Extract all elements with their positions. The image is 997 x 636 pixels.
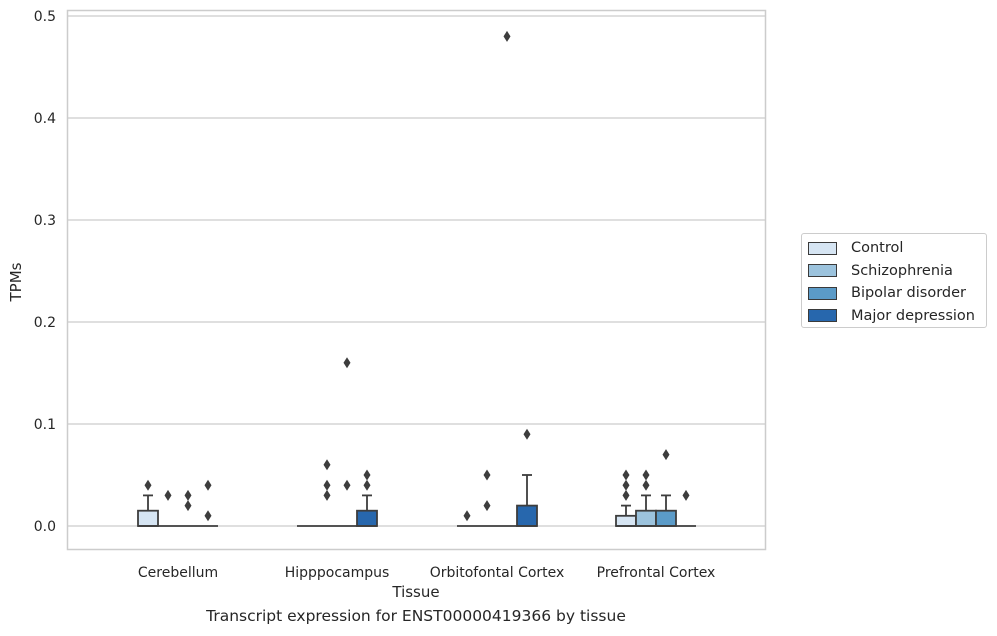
legend-label: Schizophrenia	[851, 262, 953, 279]
box-group	[158, 489, 178, 527]
legend-swatch	[808, 264, 837, 278]
outlier-point	[323, 489, 331, 501]
y-tick-label: 0.5	[34, 9, 56, 25]
outlier-point	[204, 510, 212, 522]
outlier-point	[622, 469, 630, 481]
box-group	[337, 357, 357, 527]
box	[356, 509, 378, 527]
legend-item: Bipolar disorder	[808, 282, 986, 305]
box	[635, 509, 657, 527]
outlier-point	[363, 479, 371, 491]
legend-label: Bipolar disorder	[851, 285, 966, 302]
y-tick-label: 0.4	[34, 111, 56, 127]
outlier-point	[483, 500, 491, 512]
y-tick-label: 0.3	[34, 213, 56, 229]
x-axis-label: Tissue	[391, 583, 439, 601]
box-group	[477, 469, 497, 527]
legend: Control Schizophrenia Bipolar disorder Majo…	[801, 233, 987, 328]
box-group	[615, 469, 637, 527]
outlier-point	[463, 510, 471, 522]
box	[516, 504, 538, 527]
plot-frame	[66, 9, 767, 551]
legend-label: Control	[851, 240, 904, 257]
outlier-point	[204, 479, 212, 491]
box-group	[317, 459, 337, 527]
outlier-point	[363, 469, 371, 481]
box-group	[676, 489, 696, 527]
legend-item: Major depression	[808, 305, 986, 328]
x-tick-label: Prefrontal Cortex	[597, 565, 716, 581]
box-group	[178, 489, 198, 527]
box-group	[137, 479, 159, 527]
x-tick-label: Hipppocampus	[285, 565, 390, 581]
y-axis-label: TPMs	[7, 262, 25, 302]
boxes	[137, 30, 696, 527]
outlier-point	[503, 30, 511, 42]
outlier-point	[523, 428, 531, 440]
outlier-point	[323, 479, 331, 491]
y-tick-label: 0.1	[34, 417, 56, 433]
outlier-point	[184, 500, 192, 512]
legend-item: Schizophrenia	[808, 260, 986, 283]
y-tick-label: 0.0	[34, 519, 56, 535]
chart-caption: Transcript expression for ENST0000041936…	[206, 607, 626, 625]
outlier-point	[184, 489, 192, 501]
box-group	[457, 510, 477, 527]
outlier-point	[343, 357, 351, 369]
legend-item: Control	[808, 237, 986, 260]
box-group	[635, 469, 657, 527]
outlier-point	[323, 459, 331, 471]
box-group	[655, 449, 677, 527]
box-group	[497, 30, 517, 527]
y-tick-label: 0.2	[34, 315, 56, 331]
outlier-point	[642, 479, 650, 491]
box-group	[198, 479, 218, 527]
x-tick-labels: Cerebellum Hipppocampus Orbitofontal Corte…	[138, 565, 715, 581]
outlier-point	[144, 479, 152, 491]
x-tick-label: Orbitofontal Cortex	[430, 565, 565, 581]
outlier-point	[622, 489, 630, 501]
y-tick-labels: 0.0 0.1 0.2 0.3 0.4 0.5	[34, 9, 56, 535]
legend-swatch	[808, 286, 837, 300]
box-group	[356, 469, 378, 527]
x-tick-label: Cerebellum	[138, 565, 218, 581]
box	[137, 509, 159, 527]
grid-lines	[67, 15, 766, 527]
outlier-point	[164, 489, 172, 501]
outlier-point	[622, 479, 630, 491]
outlier-point	[483, 469, 491, 481]
box-group	[516, 428, 538, 527]
outlier-point	[662, 449, 670, 461]
legend-label: Major depression	[851, 307, 975, 324]
legend-swatch	[808, 309, 837, 323]
outlier-point	[642, 469, 650, 481]
legend-swatch	[808, 241, 837, 255]
box	[615, 514, 637, 527]
box	[655, 509, 677, 527]
outlier-point	[682, 489, 690, 501]
outlier-point	[343, 479, 351, 491]
